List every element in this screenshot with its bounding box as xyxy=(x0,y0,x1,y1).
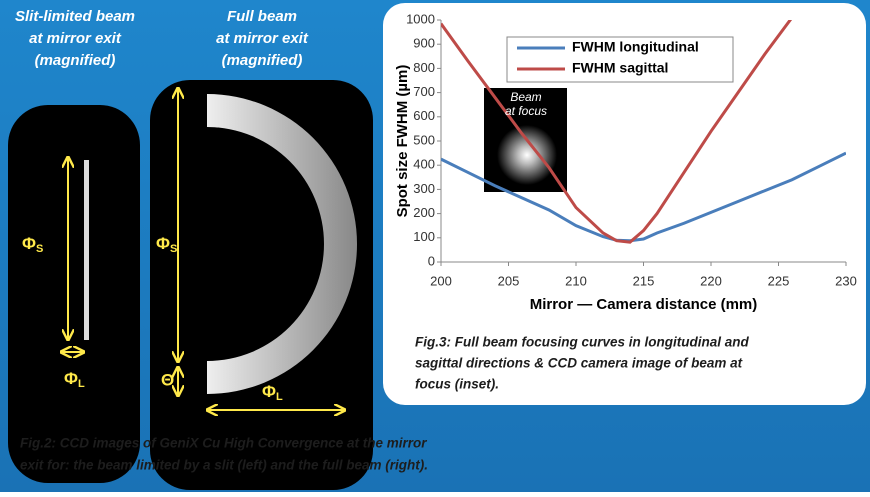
y-tick-label: 500 xyxy=(413,132,435,147)
x-tick-label: 205 xyxy=(498,273,520,288)
y-tick-label: 1000 xyxy=(406,11,435,26)
full-beam xyxy=(207,94,357,394)
image-title: at mirror exit xyxy=(216,30,309,47)
slit-beam xyxy=(84,160,89,340)
image-title: at mirror exit xyxy=(29,30,122,47)
image-title: Full beam xyxy=(227,8,297,25)
inset-label: at focus xyxy=(505,104,547,118)
x-tick-label: 220 xyxy=(700,273,722,288)
y-tick-label: 100 xyxy=(413,229,435,244)
phi-l: ΦL xyxy=(64,369,85,389)
image-title: (magnified) xyxy=(35,52,116,69)
y-tick-label: 900 xyxy=(413,36,435,51)
image-title: (magnified) xyxy=(222,52,303,69)
phi-s: ΦS xyxy=(156,234,177,254)
phi-s: ΦS xyxy=(22,234,43,254)
y-tick-label: 400 xyxy=(413,157,435,172)
inset-label: Beam xyxy=(510,90,541,104)
legend-label: FWHM sagittal xyxy=(572,60,668,76)
x-tick-label: 225 xyxy=(768,273,790,288)
image-title: Slit-limited beam xyxy=(15,8,135,25)
y-tick-label: 800 xyxy=(413,60,435,75)
slit-image xyxy=(8,105,140,483)
x-tick-label: 210 xyxy=(565,273,587,288)
y-tick-label: 700 xyxy=(413,84,435,99)
x-tick-label: 230 xyxy=(835,273,857,288)
fig2-caption: Fig.2: CCD images of GeniX Cu High Conve… xyxy=(20,436,427,451)
y-tick-label: 200 xyxy=(413,205,435,220)
x-tick-label: 215 xyxy=(633,273,655,288)
fig2-caption: exit for: the beam limited by a slit (le… xyxy=(20,458,428,473)
series-line xyxy=(441,151,846,243)
legend xyxy=(506,36,734,83)
fig3-caption: Fig.3: Full beam focusing curves in long… xyxy=(415,335,750,350)
fig3-caption: focus (inset). xyxy=(415,377,499,392)
phi-l: ΦL xyxy=(262,382,283,402)
fig3-caption: sagittal directions & CCD camera image o… xyxy=(415,356,743,371)
x-axis-label: Mirror — Camera distance (mm) xyxy=(530,296,758,313)
y-tick-label: 0 xyxy=(428,253,435,268)
series-line xyxy=(441,20,793,244)
y-tick-label: 300 xyxy=(413,181,435,196)
y-tick-label: 600 xyxy=(413,108,435,123)
theta: Θ xyxy=(161,370,174,389)
legend-label: FWHM longitudinal xyxy=(572,39,699,55)
beam-spot xyxy=(497,125,557,185)
y-axis-label: Spot size FWHM (µm) xyxy=(394,65,411,218)
x-tick-label: 200 xyxy=(430,273,452,288)
